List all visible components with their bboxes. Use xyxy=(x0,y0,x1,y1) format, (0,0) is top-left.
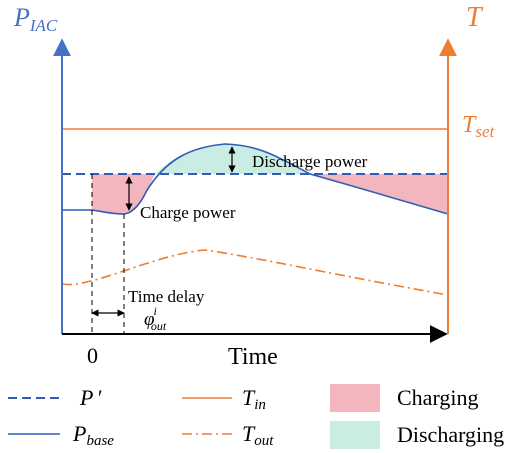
legend: P ′ Pbase Tin Tout Charging Discharging xyxy=(8,384,504,449)
legend-t-out-label: Tout xyxy=(242,421,274,449)
legend-p-base-label: Pbase xyxy=(72,421,114,449)
t-set-label: Tset xyxy=(462,112,496,141)
x-axis-label: Time xyxy=(228,344,278,370)
phi-out-label: φi out xyxy=(144,304,167,333)
legend-t-in-label: Tin xyxy=(242,385,266,413)
p-base-curve xyxy=(62,143,449,215)
legend-charging-label: Charging xyxy=(397,385,478,410)
t-out-curve xyxy=(61,249,449,296)
discharge-power-label: Discharge power xyxy=(252,152,368,171)
charging-region-left xyxy=(92,174,155,214)
legend-p-prime-label: P ′ xyxy=(79,385,102,410)
legend-charging-swatch xyxy=(330,384,380,412)
right-axis-label: T xyxy=(466,2,484,33)
charge-power-label: Charge power xyxy=(140,203,236,222)
left-axis-label: PIAC xyxy=(13,3,58,35)
charging-region-right xyxy=(310,174,448,214)
origin-label: 0 xyxy=(87,343,98,368)
time-delay-label: Time delay xyxy=(128,287,205,306)
legend-discharging-swatch xyxy=(330,421,380,449)
legend-discharging-label: Discharging xyxy=(397,422,504,447)
